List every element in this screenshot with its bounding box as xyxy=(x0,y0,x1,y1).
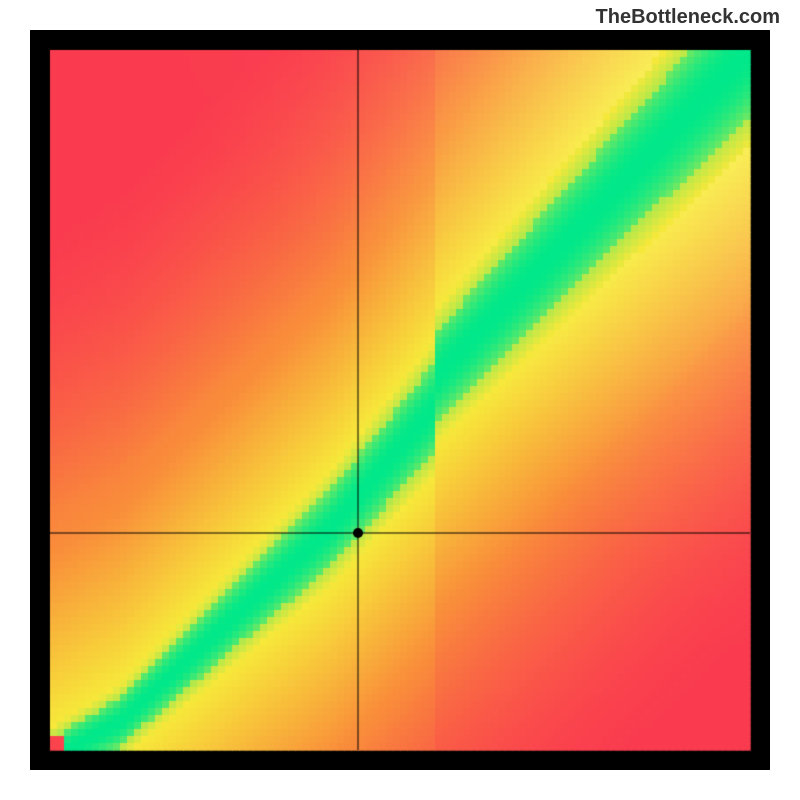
chart-area xyxy=(30,30,770,770)
watermark-label: TheBottleneck.com xyxy=(596,6,780,29)
heatmap-canvas xyxy=(30,30,770,770)
